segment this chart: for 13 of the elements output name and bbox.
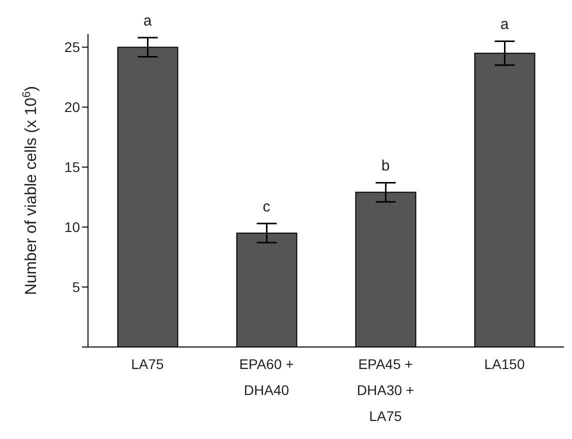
annotation: a — [500, 16, 510, 34]
annotation: a — [143, 12, 152, 30]
x-tick-label: EPA60 + DHA40 — [239, 356, 294, 398]
y-tick-label: 5 — [72, 279, 80, 296]
annotation: c — [262, 198, 271, 216]
x-tick-label: LA75 — [131, 356, 164, 372]
y-tick-label: 20 — [64, 99, 80, 116]
y-tick-label: 25 — [64, 39, 80, 56]
y-tick-label: 15 — [64, 159, 80, 176]
x-tick-label: EPA45 + DHA30 + LA75 — [356, 356, 414, 424]
x-tick-label: LA150 — [484, 356, 525, 372]
annotation: b — [381, 158, 390, 175]
y-tick-label: 10 — [64, 219, 80, 236]
